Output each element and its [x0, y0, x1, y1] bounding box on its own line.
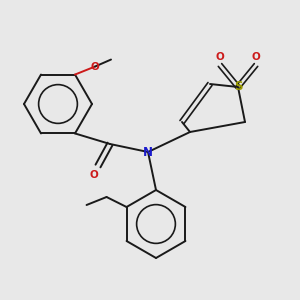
Text: O: O [252, 52, 260, 62]
Text: S: S [234, 80, 242, 94]
Text: O: O [91, 61, 99, 72]
Text: N: N [143, 146, 153, 158]
Text: O: O [90, 170, 98, 180]
Text: O: O [216, 52, 224, 62]
